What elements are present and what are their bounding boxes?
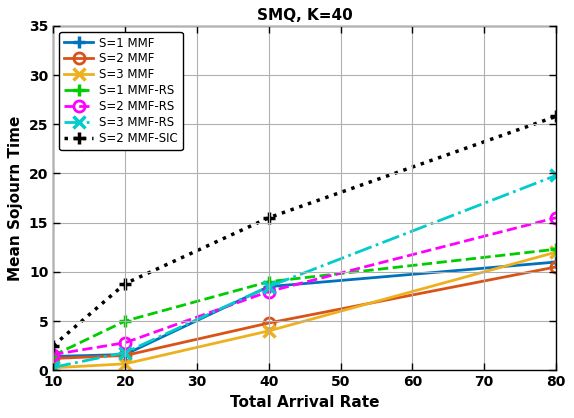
S=3 MMF — [122, 361, 129, 366]
Line: S=2 MMF-RS: S=2 MMF-RS — [48, 212, 561, 360]
S=2 MMF — [122, 353, 129, 358]
S=1 MMF-RS — [122, 319, 129, 324]
Line: S=2 MMF: S=2 MMF — [48, 261, 561, 364]
S=2 MMF-SIC — [50, 343, 57, 348]
Legend: S=1 MMF, S=2 MMF, S=3 MMF, S=1 MMF-RS, S=2 MMF-RS, S=3 MMF-RS, S=2 MMF-SIC: S=1 MMF, S=2 MMF, S=3 MMF, S=1 MMF-RS, S… — [59, 32, 183, 150]
S=2 MMF — [265, 321, 272, 326]
S=1 MMF — [50, 354, 57, 359]
S=1 MMF — [265, 284, 272, 289]
Line: S=2 MMF-SIC: S=2 MMF-SIC — [47, 110, 562, 352]
Title: SMQ, K=40: SMQ, K=40 — [257, 8, 352, 23]
S=1 MMF-RS — [265, 279, 272, 284]
S=3 MMF-RS — [50, 365, 57, 370]
S=3 MMF — [265, 329, 272, 334]
S=3 MMF — [50, 365, 57, 370]
S=1 MMF — [553, 260, 560, 265]
Line: S=1 MMF-RS: S=1 MMF-RS — [47, 243, 562, 362]
S=2 MMF — [553, 265, 560, 270]
S=1 MMF — [122, 352, 129, 357]
S=3 MMF-RS — [553, 173, 560, 178]
S=2 MMF-SIC — [265, 215, 272, 220]
S=2 MMF-SIC — [122, 281, 129, 286]
S=1 MMF-RS — [553, 247, 560, 252]
S=2 MMF — [50, 356, 57, 361]
Line: S=3 MMF: S=3 MMF — [47, 246, 562, 374]
S=2 MMF-RS — [50, 352, 57, 357]
Line: S=1 MMF: S=1 MMF — [47, 256, 562, 363]
Line: S=3 MMF-RS: S=3 MMF-RS — [47, 169, 562, 374]
S=3 MMF — [553, 250, 560, 255]
S=2 MMF-RS — [265, 289, 272, 294]
S=2 MMF-RS — [122, 340, 129, 345]
S=2 MMF-SIC — [553, 114, 560, 119]
S=2 MMF-RS — [553, 215, 560, 220]
S=3 MMF-RS — [122, 350, 129, 355]
S=3 MMF-RS — [265, 284, 272, 289]
Y-axis label: Mean Sojourn Time: Mean Sojourn Time — [9, 115, 24, 281]
X-axis label: Total Arrival Rate: Total Arrival Rate — [230, 395, 379, 410]
S=1 MMF-RS — [50, 353, 57, 358]
